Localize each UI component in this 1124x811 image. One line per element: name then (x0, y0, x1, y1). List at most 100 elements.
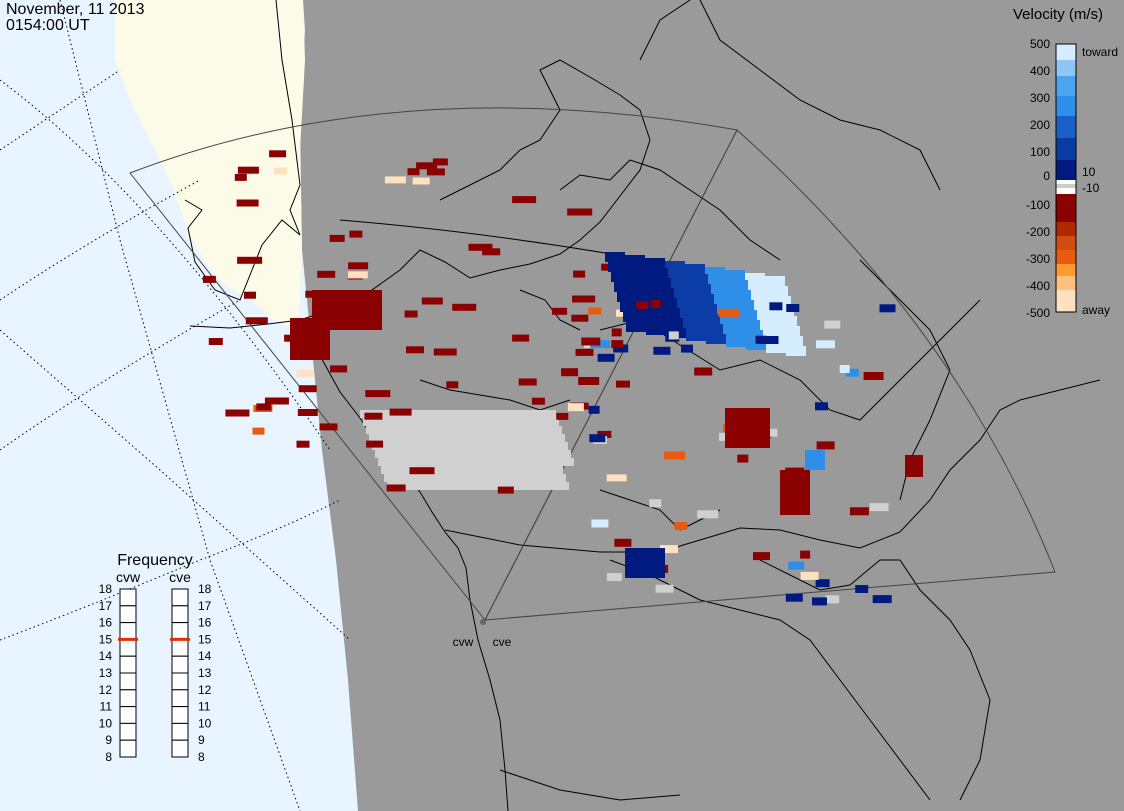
velocity-cell (406, 346, 424, 354)
velocity-cell (518, 378, 537, 386)
velocity-cell (485, 482, 499, 490)
velocity-cell (540, 442, 554, 450)
velocity-cell (634, 285, 654, 295)
colorbar-segment (1056, 116, 1076, 138)
colorbar-segment (1056, 138, 1076, 160)
coastline (599, 489, 721, 531)
colorbar-tick-label: -500 (1026, 306, 1050, 320)
velocity-cell (620, 302, 640, 312)
velocity-cell (545, 418, 559, 426)
velocity-cell (541, 482, 555, 490)
velocity-cell (526, 442, 540, 450)
velocity-cell (528, 410, 542, 418)
frequency-cell (119, 739, 137, 758)
velocity-cell (473, 450, 487, 458)
velocity-cell (872, 595, 892, 604)
velocity-cell (589, 434, 606, 443)
velocity-cell (225, 409, 250, 417)
velocity-cell (381, 466, 395, 474)
velocity-cell (697, 304, 717, 314)
velocity-cell (377, 418, 391, 426)
velocity-cell (748, 283, 768, 293)
frequency-cell (119, 672, 137, 691)
velocity-cell (812, 597, 827, 606)
velocity-cell (421, 297, 443, 305)
velocity-cell (319, 423, 338, 431)
coastline (419, 379, 571, 411)
velocity-cell (400, 442, 414, 450)
velocity-cell (493, 466, 507, 474)
velocity-cell (486, 410, 500, 418)
velocity-cell (549, 466, 563, 474)
cve-field-of-view (484, 129, 1056, 621)
velocity-cell (680, 311, 700, 321)
frequency-scale-label-right: 16 (198, 616, 212, 630)
velocity-cell (481, 434, 495, 442)
velocity-cell (691, 284, 711, 294)
velocity-cell (527, 482, 541, 490)
frequency-cell (119, 655, 137, 674)
frequency-scale-label-left: 13 (99, 666, 113, 680)
velocity-cell (538, 474, 552, 482)
velocity-cell (637, 295, 657, 305)
velocity-cell (436, 426, 450, 434)
colorbar-segment (1056, 96, 1076, 116)
velocity-cell (274, 167, 287, 175)
velocity-cell (774, 306, 794, 316)
velocity-cell (746, 340, 766, 350)
velocity-cell (591, 519, 609, 528)
velocity-cell (737, 454, 749, 463)
frequency-scale-label-right: 15 (198, 632, 212, 646)
velocity-cell (765, 276, 785, 286)
velocity-cell (660, 308, 680, 318)
velocity-cell (202, 275, 216, 283)
colorbar-segment (1056, 222, 1076, 236)
velocity-cell (760, 323, 780, 333)
velocity-cell (457, 482, 471, 490)
velocity-cell (475, 418, 489, 426)
velocity-cell (668, 331, 679, 340)
velocity-cell (464, 426, 478, 434)
velocity-cell (551, 434, 565, 442)
velocity-cell (317, 270, 336, 278)
velocity-cell (507, 466, 521, 474)
colorbar-tick-label: 10 (1082, 165, 1096, 179)
frequency-cell (119, 588, 137, 607)
velocity-cell (348, 262, 369, 270)
velocity-cell (252, 427, 265, 435)
velocity-cell (389, 408, 412, 416)
velocity-cell (412, 177, 430, 185)
velocity-cell (426, 474, 440, 482)
colorbar-segment (1056, 276, 1076, 290)
colorbar-tick-label: 500 (1030, 37, 1050, 51)
velocity-cell (575, 348, 594, 356)
velocity-cell (290, 318, 330, 360)
velocity-cell (869, 503, 889, 512)
colorbar-frame (1055, 43, 1077, 313)
velocity-cell (510, 474, 524, 482)
radar-site-label-cvw: cvw (453, 635, 474, 649)
velocity-cell (523, 434, 537, 442)
frequency-scale-label-right: 8 (198, 750, 205, 764)
velocity-cell (611, 328, 622, 337)
frequency-scale-label-left: 18 (99, 582, 113, 596)
velocity-cell (380, 426, 394, 434)
velocity-cell (650, 300, 661, 308)
velocity-cell (757, 313, 777, 323)
colorbar-tick-label: -400 (1026, 279, 1050, 293)
frequency-scale-label-left: 9 (105, 733, 112, 747)
velocity-cell (655, 584, 674, 593)
date-label: November, 11 2013 (6, 1, 145, 18)
velocity-cell (769, 302, 783, 311)
velocity-cell (714, 297, 734, 307)
velocity-cell (597, 353, 615, 362)
velocity-cell (517, 418, 531, 426)
velocity-cell (674, 291, 694, 301)
velocity-cell (515, 450, 529, 458)
velocity-cell (524, 474, 538, 482)
velocity-cell (363, 418, 377, 426)
velocity-cell (298, 385, 317, 393)
velocity-cell (546, 458, 560, 466)
velocity-cell (723, 327, 743, 337)
